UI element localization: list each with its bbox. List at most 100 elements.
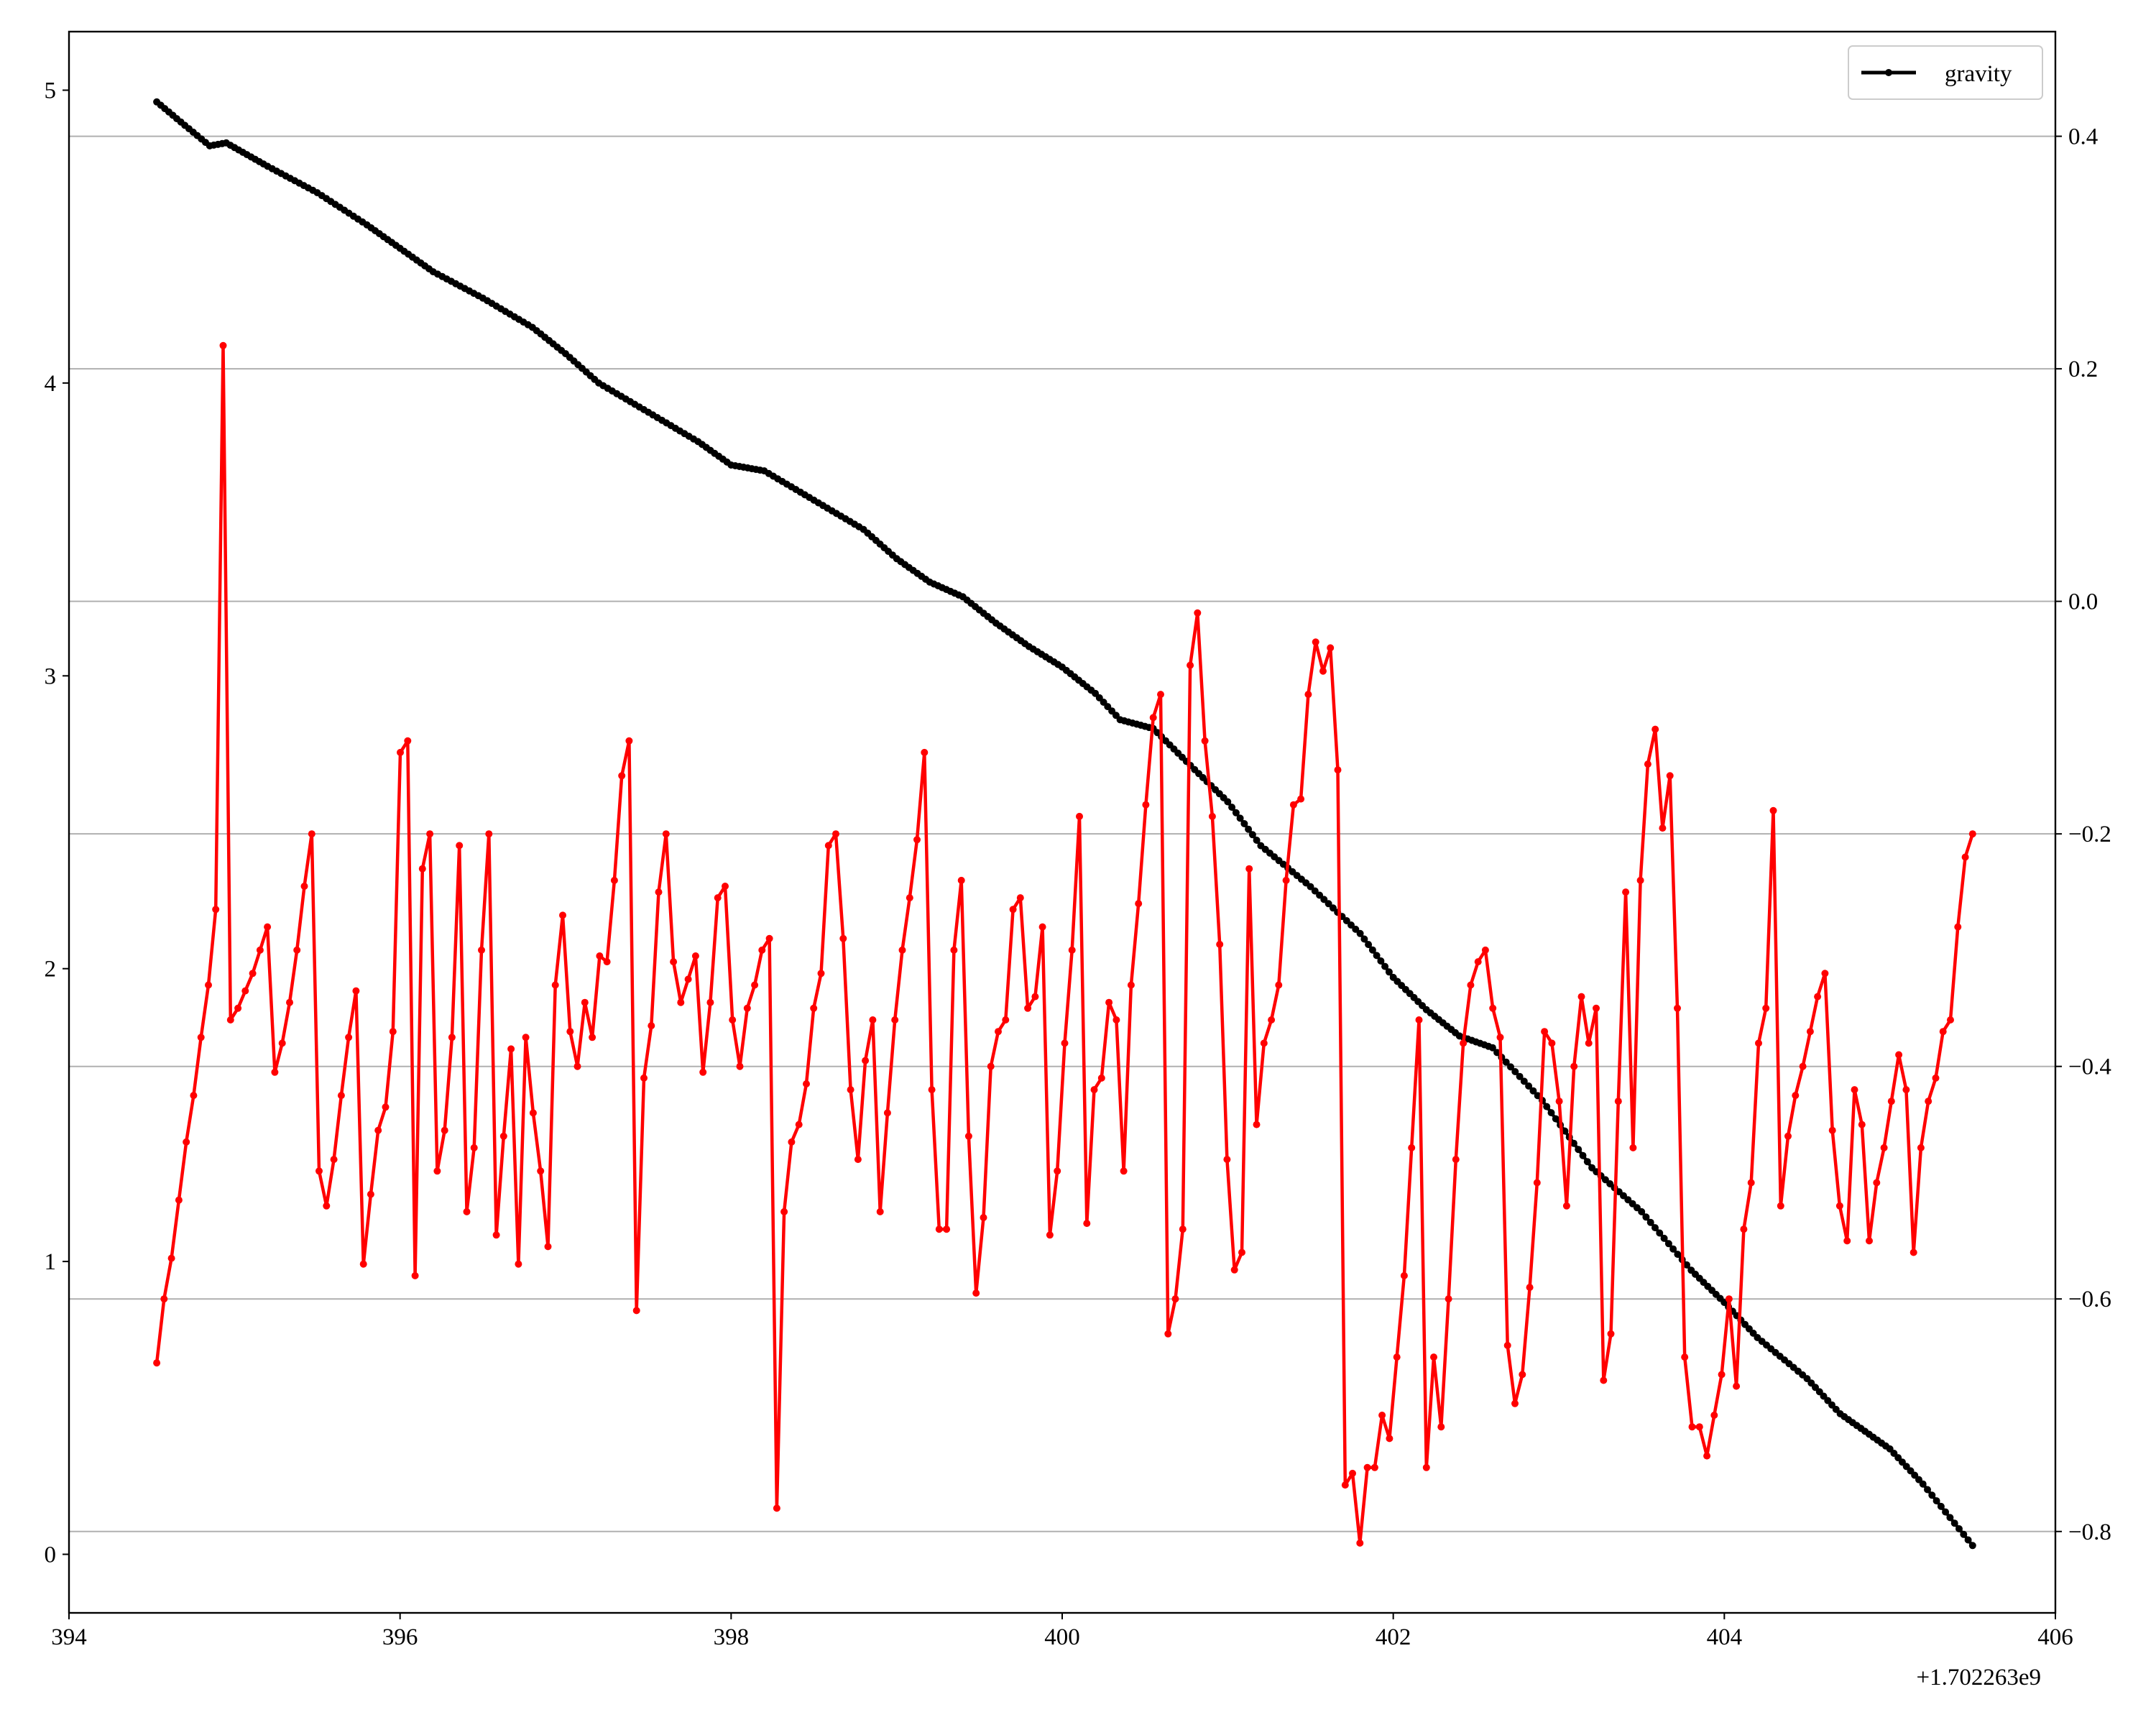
gravity-point-270 bbox=[1307, 883, 1314, 891]
series-1-point-228 bbox=[1835, 1202, 1843, 1210]
series-1-point-115 bbox=[1002, 1016, 1010, 1024]
y-right-tick-label-4: 0.0 bbox=[2068, 589, 2098, 615]
series-1-point-194 bbox=[1585, 1039, 1593, 1047]
series-1-point-118 bbox=[1024, 1004, 1032, 1012]
gravity-point-280 bbox=[1352, 925, 1360, 933]
gravity-point-415 bbox=[1932, 1497, 1940, 1505]
gravity-point-347 bbox=[1642, 1213, 1650, 1221]
series-1-point-213 bbox=[1725, 1295, 1733, 1303]
series-1-point-6 bbox=[197, 1034, 205, 1041]
series-1-point-196 bbox=[1600, 1376, 1608, 1384]
series-1-point-216 bbox=[1747, 1179, 1755, 1187]
series-1-point-176 bbox=[1452, 1156, 1460, 1164]
series-1-point-7 bbox=[205, 981, 212, 989]
series-1-point-173 bbox=[1430, 1353, 1437, 1361]
gravity-point-255 bbox=[1240, 820, 1248, 827]
series-1-point-45 bbox=[485, 830, 493, 838]
gravity-point-354 bbox=[1674, 1251, 1682, 1259]
series-1-point-24 bbox=[330, 1156, 338, 1164]
series-1-point-91 bbox=[824, 842, 832, 850]
series-1-point-31 bbox=[382, 1103, 390, 1111]
series-1-point-162 bbox=[1349, 1469, 1356, 1477]
gravity-point-419 bbox=[1950, 1519, 1958, 1527]
series-1-point-15 bbox=[264, 923, 272, 931]
series-1-point-181 bbox=[1489, 1004, 1497, 1012]
series-1-point-201 bbox=[1636, 876, 1644, 884]
series-1-point-167 bbox=[1386, 1435, 1393, 1443]
series-1-point-188 bbox=[1541, 1028, 1549, 1036]
gravity-point-349 bbox=[1651, 1224, 1659, 1232]
series-1-point-1 bbox=[160, 1295, 168, 1303]
series-1-point-96 bbox=[862, 1057, 870, 1064]
y-right-tick-label-5: 0.2 bbox=[2068, 356, 2098, 382]
gravity-point-418 bbox=[1946, 1514, 1954, 1522]
series-1-point-36 bbox=[418, 865, 426, 873]
series-1-point-72 bbox=[684, 975, 692, 983]
series-1-point-144 bbox=[1216, 940, 1224, 948]
series-1-point-148 bbox=[1245, 865, 1253, 873]
series-1-point-224 bbox=[1806, 1028, 1814, 1036]
series-1-point-227 bbox=[1828, 1126, 1836, 1134]
series-1-point-106 bbox=[935, 1225, 943, 1233]
series-1-point-163 bbox=[1356, 1539, 1364, 1547]
x-tick-label-3: 400 bbox=[1044, 1624, 1080, 1650]
series-1-point-66 bbox=[640, 1074, 648, 1082]
series-1-point-119 bbox=[1031, 993, 1039, 1000]
gravity-point-414 bbox=[1928, 1491, 1936, 1499]
series-1-point-138 bbox=[1171, 1295, 1179, 1303]
series-1-point-219 bbox=[1769, 806, 1777, 814]
series-1-point-48 bbox=[507, 1045, 515, 1053]
series-1-point-174 bbox=[1437, 1423, 1445, 1431]
series-1-point-132 bbox=[1127, 981, 1135, 989]
series-1-point-126 bbox=[1083, 1220, 1091, 1228]
series-1-point-9 bbox=[219, 341, 227, 349]
y-left-tick-label-1: 1 bbox=[45, 1249, 57, 1275]
series-1-point-79 bbox=[736, 1062, 744, 1070]
gravity-point-423 bbox=[1968, 1542, 1976, 1550]
series-1-point-20 bbox=[300, 883, 308, 890]
gravity-point-350 bbox=[1656, 1229, 1664, 1237]
series-1-point-18 bbox=[286, 998, 293, 1006]
gravity-point-285 bbox=[1373, 952, 1381, 960]
x-tick-label-5: 404 bbox=[1707, 1624, 1743, 1650]
grid-layer bbox=[69, 135, 2055, 1532]
series-1-point-49 bbox=[515, 1260, 522, 1268]
series-1-point-222 bbox=[1792, 1092, 1800, 1100]
series-1-point-84 bbox=[773, 1504, 780, 1512]
series-1-point-111 bbox=[972, 1289, 980, 1297]
series-1-point-65 bbox=[632, 1307, 640, 1315]
series-1-point-169 bbox=[1400, 1271, 1408, 1279]
series-1-point-97 bbox=[869, 1016, 877, 1024]
gravity-point-348 bbox=[1646, 1218, 1654, 1226]
series-1-point-175 bbox=[1445, 1295, 1452, 1303]
x-tick-label-2: 398 bbox=[714, 1624, 750, 1650]
series-1-point-110 bbox=[964, 1132, 972, 1140]
series-1-point-244 bbox=[1954, 923, 1962, 931]
gravity-point-271 bbox=[1311, 887, 1319, 895]
series-1-point-34 bbox=[404, 737, 412, 745]
series-1-point-88 bbox=[803, 1080, 810, 1087]
series-1-point-104 bbox=[921, 748, 929, 756]
series-1-point-83 bbox=[765, 934, 773, 942]
series-1-point-125 bbox=[1076, 812, 1083, 820]
gravity-point-279 bbox=[1348, 921, 1355, 929]
series-1-point-214 bbox=[1733, 1382, 1741, 1390]
series-1-point-189 bbox=[1548, 1039, 1556, 1047]
series-1-point-44 bbox=[478, 946, 485, 954]
series-1-point-154 bbox=[1289, 801, 1297, 809]
series-1-point-135 bbox=[1149, 714, 1157, 722]
series-1-point-237 bbox=[1902, 1086, 1910, 1094]
series-1-point-113 bbox=[987, 1062, 995, 1070]
series-1-point-56 bbox=[566, 1028, 574, 1036]
series-1-point-134 bbox=[1142, 801, 1150, 809]
series-1-point-80 bbox=[743, 1004, 751, 1012]
gravity-point-287 bbox=[1381, 962, 1389, 970]
series-1-point-166 bbox=[1378, 1412, 1386, 1419]
series-1-point-32 bbox=[389, 1028, 397, 1036]
y-left-tick-label-3: 3 bbox=[45, 663, 57, 689]
y-left-tick-label-4: 4 bbox=[45, 371, 57, 397]
series-1-point-102 bbox=[906, 894, 913, 902]
x-tick-label-1: 396 bbox=[382, 1624, 418, 1650]
